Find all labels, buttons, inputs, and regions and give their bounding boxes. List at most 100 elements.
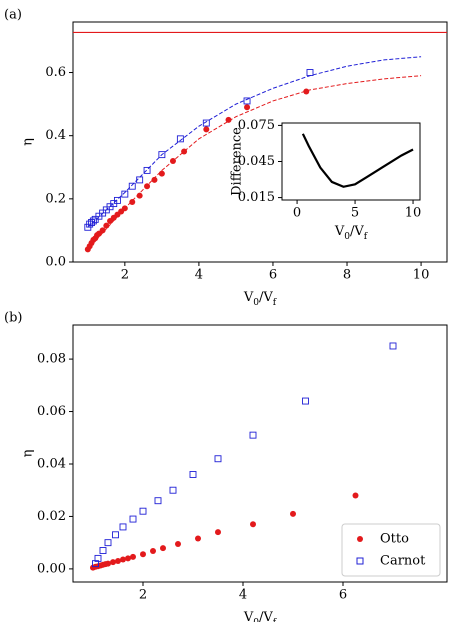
point bbox=[352, 492, 359, 499]
point bbox=[225, 116, 232, 123]
legend-marker bbox=[357, 536, 363, 542]
point bbox=[103, 222, 110, 229]
plot-marks bbox=[301, 133, 414, 188]
x-tick-label: 6 bbox=[269, 268, 277, 283]
legend-label: Carnot bbox=[380, 554, 426, 569]
point bbox=[150, 548, 156, 555]
point bbox=[250, 521, 256, 528]
panel-label: (a) bbox=[4, 8, 22, 23]
x-tick-label: 4 bbox=[239, 588, 247, 603]
x-tick-label: 0 bbox=[293, 206, 301, 221]
point bbox=[189, 471, 197, 478]
point bbox=[306, 69, 314, 76]
point bbox=[202, 119, 210, 127]
series-line bbox=[87, 75, 422, 250]
y-tick-label: 0.02 bbox=[37, 509, 66, 524]
y-tick-label: 0.0 bbox=[45, 255, 66, 270]
x-axis-label: V0/Vf bbox=[334, 224, 368, 242]
point bbox=[214, 455, 222, 463]
point bbox=[140, 551, 146, 558]
point bbox=[203, 126, 210, 133]
scatter-chart: 2 4 6 8 10 0.0 0.2 0.4 0.6 V0/Vf η (a) bbox=[4, 8, 448, 308]
legend: Otto Carnot bbox=[341, 523, 441, 577]
scatter-chart: 2 4 6 0.00 0.02 0.04 0.06 0.08 V0/Vf η (b) Otto Carn… bbox=[4, 311, 448, 622]
point bbox=[104, 539, 112, 547]
point bbox=[92, 560, 99, 568]
x-axis-label: V0/Vf bbox=[243, 290, 277, 308]
point bbox=[160, 545, 166, 552]
point bbox=[154, 497, 162, 505]
point bbox=[249, 431, 257, 439]
point bbox=[136, 192, 143, 199]
point bbox=[113, 196, 121, 204]
y-tick-label: 0.015 bbox=[238, 190, 275, 205]
point bbox=[158, 170, 165, 177]
series-line bbox=[87, 56, 422, 228]
y-axis-label: Difference bbox=[230, 127, 245, 196]
point bbox=[144, 183, 151, 190]
y-tick-label: 0.00 bbox=[37, 561, 66, 576]
point bbox=[89, 217, 97, 225]
y-tick-label: 0.06 bbox=[37, 404, 66, 419]
point bbox=[115, 558, 121, 565]
point bbox=[99, 547, 107, 554]
point bbox=[303, 88, 310, 95]
point bbox=[139, 507, 147, 515]
legend-box bbox=[341, 523, 441, 577]
y-tick-label: 0.08 bbox=[37, 352, 66, 367]
point bbox=[195, 535, 201, 542]
point bbox=[215, 529, 221, 536]
x-tick-label: 5 bbox=[351, 206, 359, 221]
panel-label: (b) bbox=[4, 311, 22, 326]
point bbox=[125, 555, 131, 562]
point bbox=[99, 227, 106, 234]
point bbox=[120, 556, 126, 563]
point bbox=[181, 148, 188, 155]
plot-marks bbox=[90, 342, 397, 571]
point bbox=[112, 531, 119, 539]
series-line bbox=[301, 133, 414, 188]
point bbox=[143, 166, 151, 174]
point bbox=[121, 205, 128, 212]
point bbox=[130, 553, 136, 560]
y-tick-label: 0.075 bbox=[238, 118, 275, 133]
x-tick-label: 6 bbox=[339, 588, 347, 603]
point bbox=[121, 190, 129, 198]
point bbox=[129, 515, 137, 523]
point bbox=[151, 176, 158, 183]
point bbox=[110, 559, 116, 566]
point bbox=[105, 560, 111, 567]
point bbox=[119, 523, 127, 531]
y-tick-label: 0.04 bbox=[37, 456, 66, 471]
line-chart: 0 5 10 0.015 0.045 0.075 V0/Vf Difference bbox=[230, 118, 422, 242]
point bbox=[136, 176, 144, 184]
point bbox=[244, 104, 251, 111]
y-tick-label: 0.6 bbox=[45, 65, 66, 80]
legend-marker bbox=[356, 557, 364, 565]
y-axis-label: η bbox=[21, 450, 36, 458]
y-tick-label: 0.4 bbox=[45, 128, 66, 143]
x-tick-label: 4 bbox=[195, 268, 203, 283]
point bbox=[243, 97, 251, 105]
point bbox=[175, 540, 181, 547]
point bbox=[94, 554, 102, 562]
y-axis-label: η bbox=[21, 138, 36, 146]
legend-label: Otto bbox=[380, 532, 409, 547]
point bbox=[169, 157, 176, 164]
point bbox=[302, 397, 309, 405]
x-tick-label: 2 bbox=[139, 588, 147, 603]
x-tick-label: 10 bbox=[405, 206, 422, 221]
x-tick-label: 8 bbox=[343, 268, 351, 283]
point bbox=[169, 486, 177, 494]
point bbox=[290, 510, 296, 517]
y-tick-label: 0.2 bbox=[45, 191, 66, 206]
x-axis-label: V0/Vf bbox=[243, 610, 277, 622]
point bbox=[128, 182, 136, 190]
x-tick-label: 10 bbox=[413, 268, 430, 283]
point bbox=[129, 199, 136, 205]
y-tick-label: 0.045 bbox=[238, 154, 275, 169]
point bbox=[158, 151, 166, 159]
x-tick-label: 2 bbox=[121, 268, 129, 283]
point bbox=[389, 342, 397, 350]
